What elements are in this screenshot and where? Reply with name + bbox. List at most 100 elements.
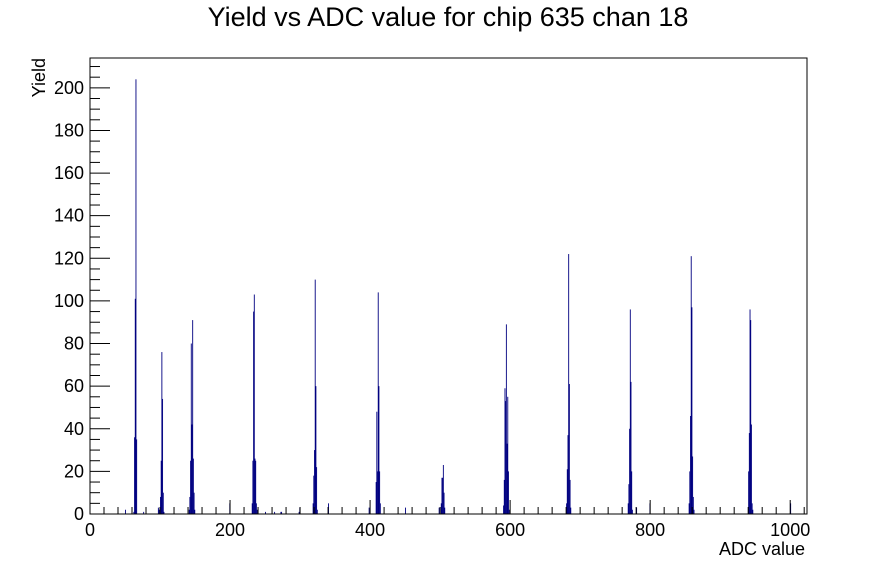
y-tick-label: 160 xyxy=(54,163,84,183)
histogram-bar xyxy=(442,477,444,514)
histogram-bar xyxy=(298,511,300,514)
histogram-bar xyxy=(440,503,442,514)
histogram-bar xyxy=(689,471,691,514)
histogram-bar xyxy=(688,503,690,514)
histogram-bar xyxy=(143,511,145,514)
histogram-bar xyxy=(192,320,194,514)
histogram-bar xyxy=(190,460,192,514)
histogram-bar xyxy=(134,298,136,514)
histogram-bar xyxy=(568,254,570,515)
histogram-bar xyxy=(252,460,254,514)
x-axis-ticks: 0 200 400 600 800 1000 xyxy=(85,500,810,540)
y-tick-label: 140 xyxy=(54,206,84,226)
histogram-bar xyxy=(193,492,195,514)
histogram-bar xyxy=(379,503,381,514)
x-tick-label: 400 xyxy=(355,520,385,540)
histogram-bar xyxy=(368,507,370,514)
histogram-bar xyxy=(274,511,276,514)
y-tick-label: 20 xyxy=(64,461,84,481)
histogram-bar xyxy=(162,398,164,514)
y-axis-ticks: 0 20 40 60 80 100 120 140 160 180 200 xyxy=(54,66,110,524)
x-axis-label: ADC value xyxy=(719,539,805,559)
histogram-bar xyxy=(442,464,444,514)
histogram-bar xyxy=(375,482,377,514)
histogram-bar xyxy=(133,511,135,514)
histogram-bar xyxy=(158,509,160,514)
histogram-bar xyxy=(630,381,632,514)
histogram-bar xyxy=(405,507,406,514)
histogram-bar xyxy=(194,509,196,514)
histogram-bar xyxy=(505,401,507,514)
histogram-bar xyxy=(631,471,633,514)
histogram-bar xyxy=(162,492,164,514)
histogram-bar xyxy=(160,460,162,514)
histogram-bar xyxy=(281,511,283,514)
histogram-bar xyxy=(749,309,751,514)
histogram-bar xyxy=(690,256,692,514)
histogram-bar xyxy=(190,343,192,514)
histogram-bar xyxy=(503,505,505,514)
histogram-bar xyxy=(191,424,193,514)
x-tick-label: 200 xyxy=(215,520,245,540)
y-tick-label: 80 xyxy=(64,334,84,354)
histogram-bars xyxy=(125,79,792,515)
y-tick-label: 60 xyxy=(64,376,84,396)
histogram-bar xyxy=(314,450,315,514)
histogram-bar xyxy=(507,396,509,514)
histogram-bar xyxy=(265,511,266,514)
y-tick-label: 40 xyxy=(64,419,84,439)
histogram-bar xyxy=(508,471,509,514)
histogram-bar xyxy=(315,386,317,514)
histogram-bar xyxy=(254,458,256,514)
histogram-bar xyxy=(253,294,255,514)
histogram-bar xyxy=(693,509,695,514)
histogram-bar xyxy=(503,479,505,514)
x-tick-label: 800 xyxy=(635,520,665,540)
histogram-bar xyxy=(255,503,257,514)
histogram-bar xyxy=(444,507,446,514)
histogram-bar xyxy=(314,279,316,514)
histogram-bar xyxy=(316,509,318,514)
histogram-bar xyxy=(280,511,282,514)
histogram-bar xyxy=(312,503,314,514)
histogram-bar xyxy=(692,456,694,514)
histogram-bar xyxy=(161,352,163,514)
histogram-bar xyxy=(313,475,315,514)
histogram-bar xyxy=(750,320,752,514)
histogram-bar xyxy=(125,509,126,514)
histogram-bar xyxy=(568,384,570,514)
histogram-bar xyxy=(628,484,630,514)
y-tick-label: 0 xyxy=(74,504,84,524)
histogram-bar xyxy=(256,509,258,514)
histogram-bar xyxy=(750,424,752,514)
histogram-bar xyxy=(134,437,136,514)
plot-frame xyxy=(89,57,808,515)
y-tick-label: 180 xyxy=(54,120,84,140)
histogram-bar xyxy=(570,507,572,514)
histogram-bar xyxy=(136,439,138,514)
histogram-bar xyxy=(506,443,508,514)
histogram-bar xyxy=(441,477,443,514)
histogram-bar xyxy=(692,496,694,514)
histogram-bar xyxy=(566,469,568,514)
histogram-bar xyxy=(192,458,194,514)
histogram-bar xyxy=(316,467,318,514)
histogram-bar xyxy=(690,415,691,514)
histogram-bar xyxy=(504,388,506,514)
y-axis-label: Yield xyxy=(29,58,49,97)
histogram-bar xyxy=(157,507,159,514)
histogram-bar xyxy=(135,79,137,514)
x-tick-label: 600 xyxy=(495,520,525,540)
x-tick-label: 0 xyxy=(85,520,95,540)
y-tick-label: 200 xyxy=(54,78,84,98)
histogram-bar xyxy=(188,509,190,514)
histogram-bar xyxy=(253,311,255,514)
histogram-bar xyxy=(376,411,378,514)
histogram-bar xyxy=(438,507,440,514)
histogram-bar xyxy=(508,509,510,514)
histogram-bar xyxy=(189,496,191,514)
histogram-bar xyxy=(377,292,379,514)
histogram-bar xyxy=(631,509,633,514)
histogram-bar xyxy=(627,503,629,514)
